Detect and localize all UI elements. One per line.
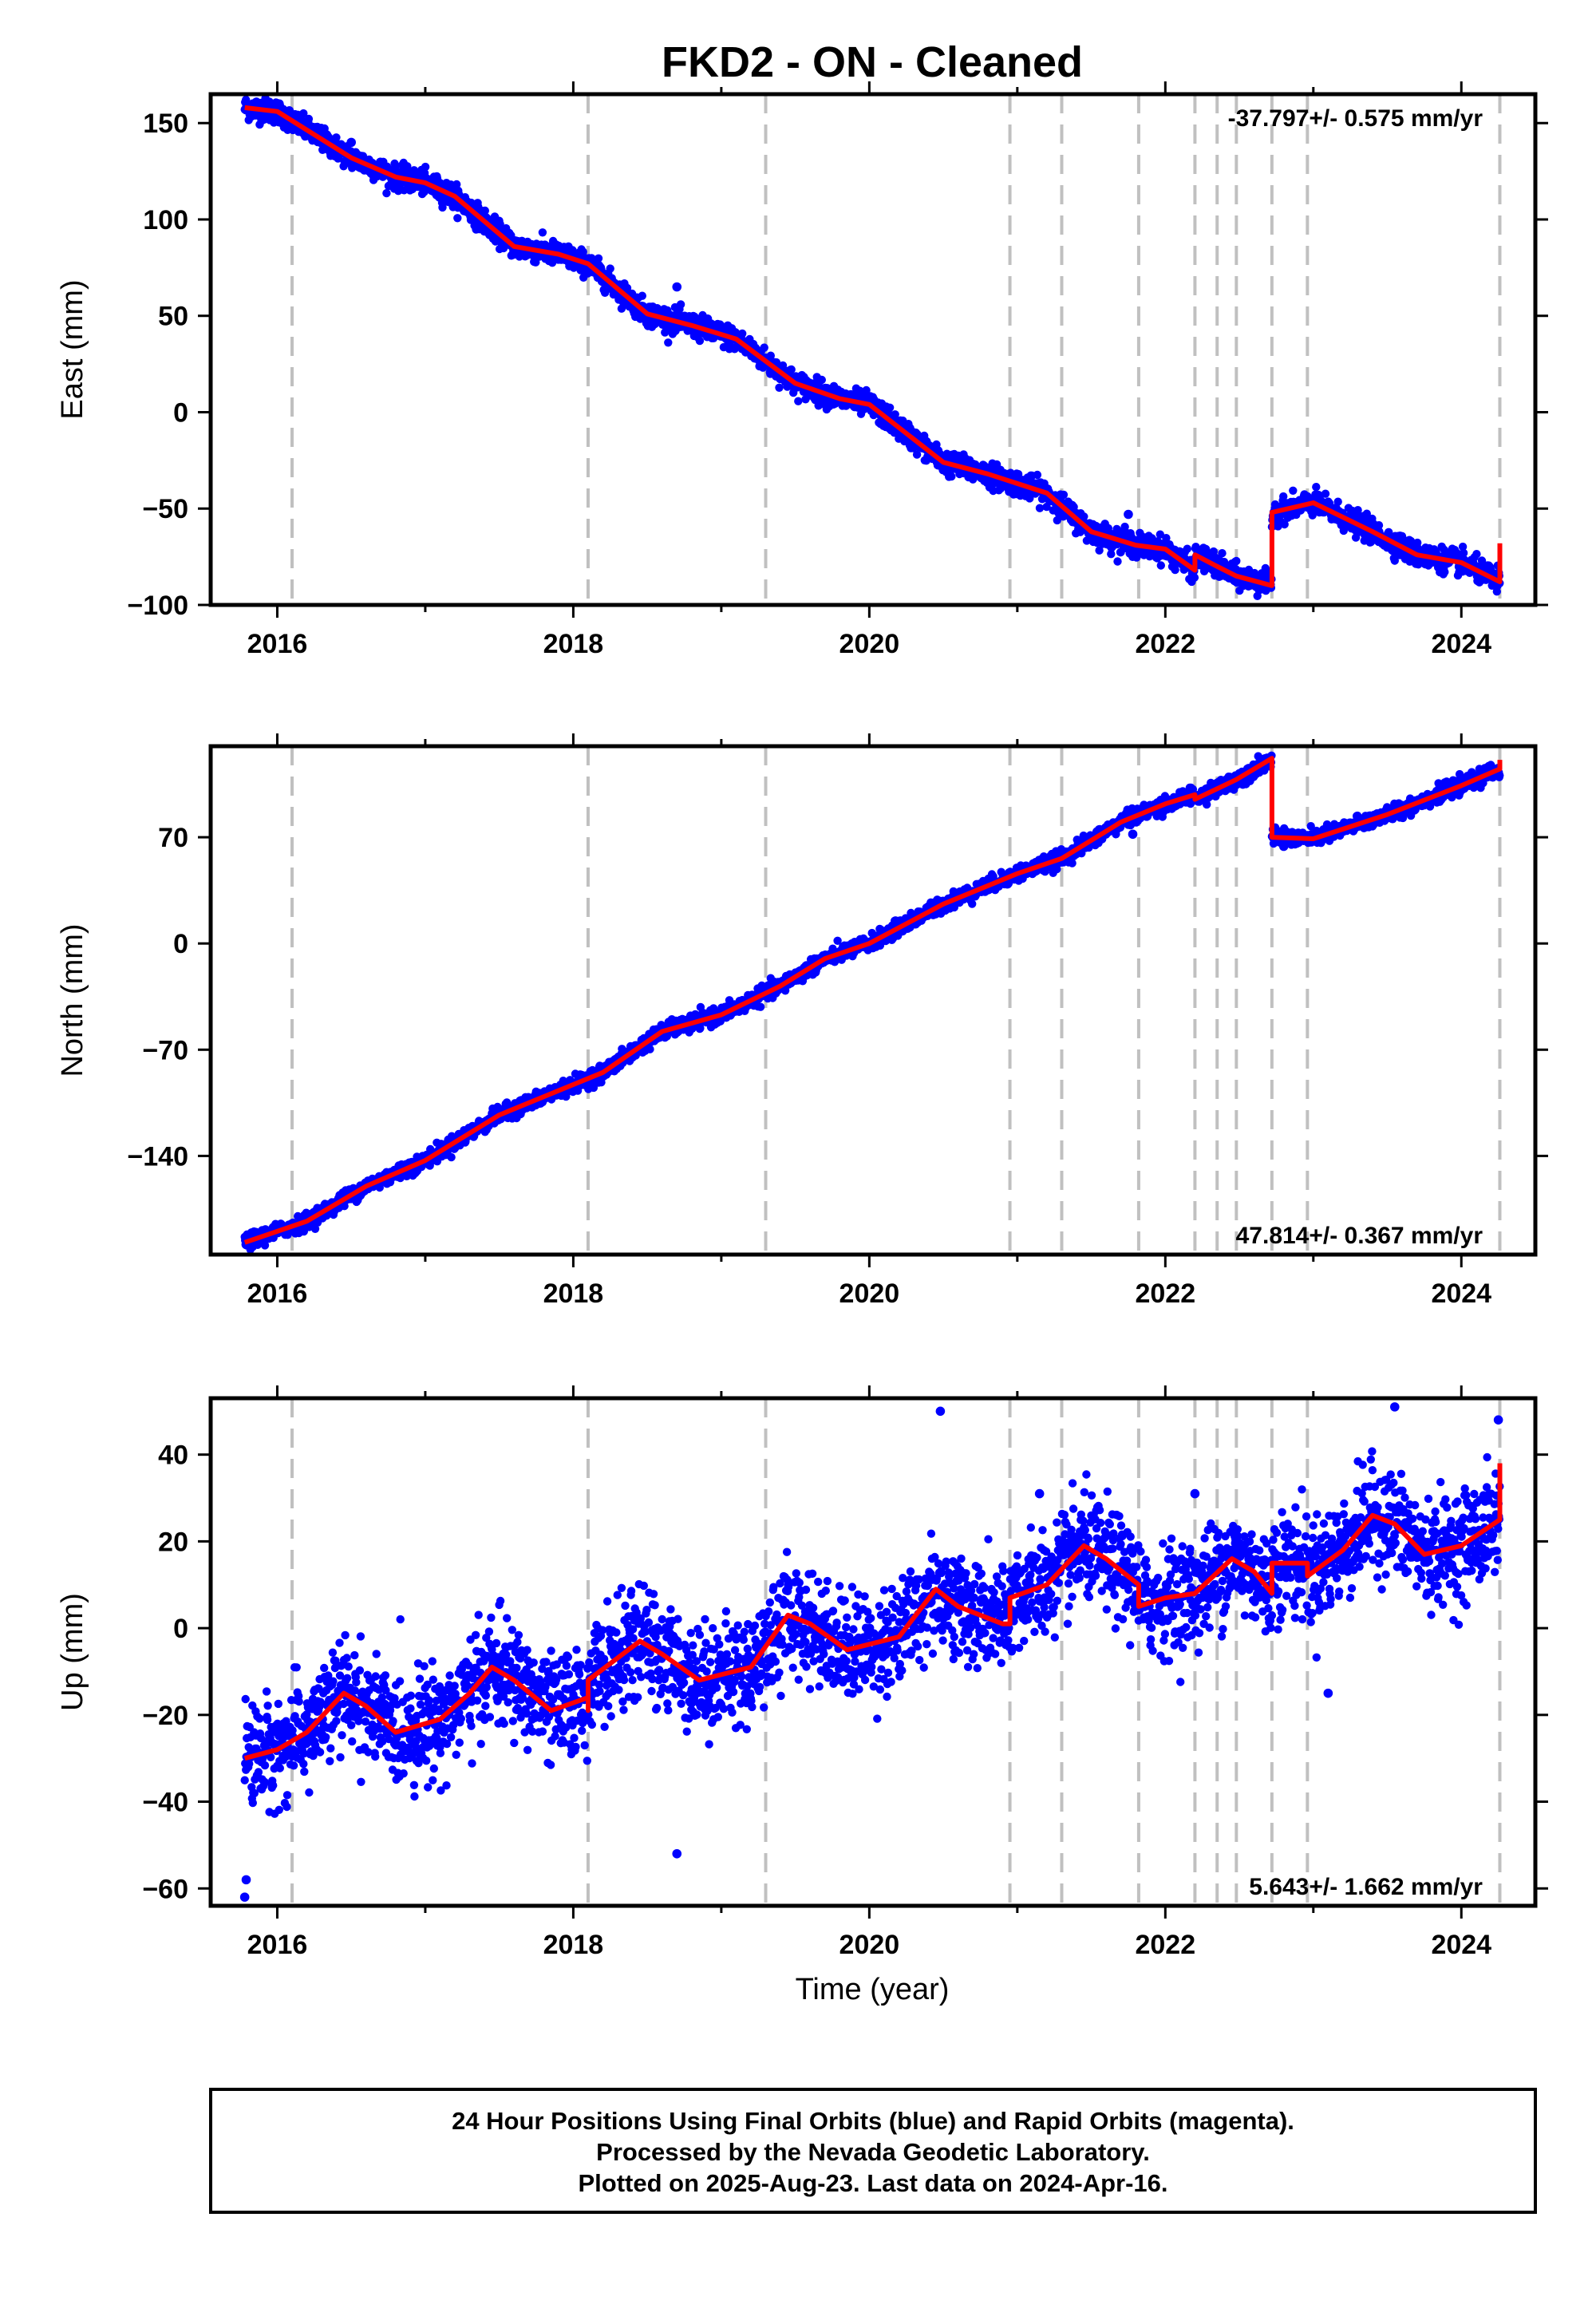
data-point bbox=[1059, 490, 1069, 500]
data-point bbox=[1362, 509, 1372, 518]
data-point bbox=[299, 109, 308, 118]
data-point bbox=[1333, 497, 1342, 506]
frame-east bbox=[208, 92, 1538, 607]
x-tick-label: 2018 bbox=[543, 629, 604, 659]
data-point bbox=[1171, 565, 1179, 575]
data-point bbox=[1218, 549, 1227, 558]
data-point bbox=[594, 254, 603, 263]
figure-title: FKD2 - ON - Cleaned bbox=[662, 38, 1083, 86]
data-point bbox=[453, 214, 462, 223]
data-point bbox=[304, 114, 314, 124]
y-tick-label: 0 bbox=[173, 397, 188, 428]
y-tick-label: 100 bbox=[143, 205, 188, 235]
data-point bbox=[1232, 556, 1241, 566]
data-point bbox=[1458, 542, 1468, 551]
model-line-east bbox=[244, 105, 1503, 588]
data-point bbox=[738, 329, 747, 338]
plot-area-north bbox=[240, 746, 1504, 1255]
x-tick-label: 2020 bbox=[839, 629, 900, 659]
data-point bbox=[766, 351, 775, 360]
data-point bbox=[622, 283, 632, 293]
data-point bbox=[676, 300, 685, 309]
outlier-point bbox=[672, 282, 682, 292]
data-point bbox=[403, 162, 412, 171]
y-tick-label: −50 bbox=[142, 494, 188, 524]
outlier-point bbox=[1124, 509, 1133, 520]
data-point bbox=[775, 383, 784, 392]
data-point bbox=[664, 338, 673, 347]
data-point bbox=[1190, 573, 1199, 582]
data-point bbox=[968, 899, 977, 908]
data-point bbox=[1156, 530, 1165, 539]
data-point bbox=[1162, 534, 1171, 543]
data-point bbox=[1107, 550, 1116, 559]
data-point bbox=[885, 403, 895, 412]
data-point bbox=[1440, 567, 1449, 576]
plot-area-east bbox=[240, 94, 1504, 605]
data-point bbox=[1095, 546, 1104, 555]
y-tick-label: 50 bbox=[158, 302, 188, 332]
data-point bbox=[438, 203, 447, 212]
data-point bbox=[1321, 489, 1330, 498]
data-point bbox=[760, 343, 768, 352]
data-point bbox=[947, 472, 956, 481]
data-point bbox=[1033, 470, 1042, 480]
data-point bbox=[1374, 521, 1384, 530]
data-point bbox=[1353, 506, 1362, 515]
data-point bbox=[912, 450, 922, 459]
data-point bbox=[1472, 550, 1481, 559]
data-point bbox=[794, 397, 803, 405]
data-point bbox=[310, 1224, 320, 1234]
panels: 2016 2018 2020 2022 2024 150 100 50 0 −50 −100 East… bbox=[56, 81, 1548, 1960]
x-tick-label: 2016 bbox=[247, 629, 308, 659]
y-tick-label: −100 bbox=[127, 591, 188, 621]
data-point bbox=[817, 375, 827, 385]
data-point bbox=[421, 162, 430, 172]
x-tick-label: 2022 bbox=[1135, 629, 1195, 659]
data-point bbox=[696, 1024, 705, 1033]
x-tick-label: 2024 bbox=[1431, 629, 1491, 659]
data-point bbox=[382, 188, 391, 198]
data-point bbox=[1289, 486, 1298, 495]
data-point bbox=[1080, 512, 1088, 521]
data-point bbox=[1156, 561, 1166, 570]
data-point bbox=[1113, 557, 1122, 566]
data-point bbox=[332, 133, 341, 142]
outlier-point bbox=[346, 137, 357, 148]
data-point bbox=[646, 1045, 654, 1053]
data-point bbox=[1280, 520, 1289, 529]
data-point bbox=[1035, 504, 1045, 512]
data-point bbox=[1459, 548, 1468, 558]
data-point bbox=[1390, 556, 1400, 565]
data-point bbox=[1312, 483, 1321, 492]
data-point bbox=[538, 228, 547, 237]
data-point bbox=[1042, 502, 1051, 512]
data-point bbox=[1279, 492, 1288, 501]
data-point bbox=[452, 180, 461, 189]
data-point bbox=[447, 1152, 456, 1162]
panel-east: 2016 2018 2020 2022 2024 150 100 50 0 −50 −100 East… bbox=[56, 81, 1548, 659]
data-point bbox=[480, 206, 489, 215]
y-tick-label: 150 bbox=[143, 109, 188, 139]
data-point bbox=[1053, 516, 1062, 525]
data-point bbox=[260, 1241, 270, 1250]
rate-label-east: -37.797+/- 0.575 mm/yr bbox=[1228, 105, 1483, 132]
data-point bbox=[600, 288, 610, 297]
data-point bbox=[833, 936, 842, 946]
data-point bbox=[1183, 544, 1192, 553]
data-point bbox=[756, 1002, 765, 1011]
data-point bbox=[695, 336, 705, 346]
data-point bbox=[862, 385, 871, 395]
data-point bbox=[400, 186, 409, 195]
data-point bbox=[638, 291, 646, 300]
data-point bbox=[606, 264, 614, 273]
y-axis-label-east: East (mm) bbox=[56, 279, 89, 419]
data-point bbox=[787, 365, 796, 374]
